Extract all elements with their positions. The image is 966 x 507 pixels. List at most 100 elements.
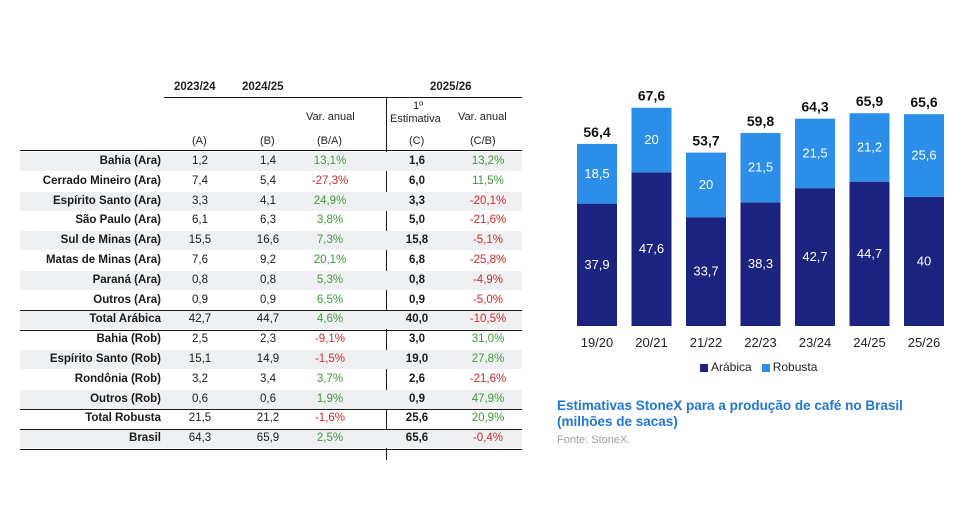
bar-robusta (686, 152, 726, 218)
cell-c: 0,8 (409, 273, 425, 286)
legend-label-arabica: Arábica (711, 360, 752, 374)
cell-c: 6,0 (409, 174, 425, 187)
row-name: Total Arábica (89, 313, 161, 326)
legend-swatch-arabica (700, 363, 708, 372)
bar-arabica (795, 188, 835, 326)
cell-b: 3,4 (260, 372, 276, 385)
row-name: Espírito Santo (Ara) (53, 194, 161, 207)
cell-b: 65,9 (256, 432, 280, 445)
chart-source: Fonte: StoneX. (557, 434, 631, 446)
row-name: Brasil (129, 432, 161, 445)
row-separator (20, 429, 522, 431)
cell-a: 7,4 (192, 174, 208, 187)
cell-a: 0,8 (192, 273, 208, 286)
row-name: Bahia (Rob) (96, 333, 161, 346)
cell-cb: 47,9% (471, 392, 505, 405)
table-row: Bahia (Rob) 2,5 2,3 -9,1% 3,0 31,0% (20, 330, 522, 349)
cell-a: 3,2 (192, 372, 208, 385)
cell-c: 5,0 (409, 214, 425, 227)
cell-ba: 3,8% (316, 214, 344, 227)
header-underline-left (164, 97, 386, 98)
cell-c: 0,9 (409, 293, 425, 306)
header-2023-24: 2023/24 (174, 81, 216, 93)
cell-ba: -1,5% (314, 353, 346, 365)
data-label-arabica: 37,9 (584, 257, 609, 272)
row-name: Rondônia (Rob) (74, 372, 161, 385)
cell-a: 0,6 (192, 392, 208, 405)
col-letter-c: (C) (409, 135, 425, 147)
table-row: Cerrado Mineiro (Ara) 7,4 5,4 -27,3% 6,0 11,5… (20, 172, 522, 191)
cell-a: 3,3 (192, 194, 208, 207)
data-label-arabica: 42,7 (802, 249, 827, 264)
row-name: Outros (Ara) (93, 293, 161, 306)
table-row: Total Robusta 21,5 21,2 -1,6% 25,6 20,9% (20, 409, 522, 428)
bar-arabica (849, 181, 890, 326)
bar-arabica (631, 172, 672, 326)
header-2025-26: 2025/26 (430, 81, 472, 93)
col-letter-b: (B) (260, 135, 275, 147)
cell-cb: -5,0% (472, 293, 504, 306)
data-label-robusta: 20 (644, 132, 658, 147)
cell-ba: 2,5% (316, 432, 344, 445)
cell-a: 15,5 (188, 234, 212, 247)
data-label-arabica: 44,7 (857, 246, 882, 261)
data-label-robusta: 25,6 (911, 148, 936, 163)
row-name: Cerrado Mineiro (Ara) (42, 174, 161, 187)
bar-robusta (740, 132, 781, 203)
cell-b: 0,8 (260, 273, 276, 286)
cell-a: 2,5 (192, 333, 208, 346)
legend-swatch-robusta (761, 363, 770, 372)
col-letter-a: (A) (192, 135, 207, 147)
row-name: Matas de Minas (Ara) (45, 254, 161, 266)
data-label-robusta: 21,5 (748, 160, 773, 175)
var-anual-label-ba: Var. anual (306, 111, 355, 123)
bar-robusta (849, 113, 890, 182)
cell-b: 21,2 (256, 412, 280, 425)
bar-arabica (740, 202, 781, 326)
cell-ba: 3,7% (316, 372, 344, 385)
cell-a: 0,9 (192, 293, 208, 306)
cell-ba: 5,3% (316, 273, 344, 286)
data-label-total: 59,8 (747, 113, 774, 129)
x-tick-label: 19/20 (581, 335, 614, 350)
estimativa-label-2: Estimativa (390, 113, 441, 125)
estimativa-label-1: 1º (413, 100, 424, 112)
cell-cb: -0,4% (472, 432, 504, 445)
bar-arabica (577, 203, 617, 326)
bar-robusta (631, 107, 672, 173)
table-row: Outros (Ara) 0,9 0,9 6,5% 0,9 -5,0% (20, 291, 522, 310)
cell-a: 21,5 (188, 412, 212, 425)
cell-b: 0,9 (260, 293, 276, 306)
cell-cb: -25,8% (469, 254, 507, 266)
bar-arabica (686, 217, 726, 326)
cell-b: 14,9 (256, 353, 280, 365)
row-name: Total Robusta (85, 412, 161, 425)
row-name: São Paulo (Ara) (75, 214, 161, 227)
table-row: São Paulo (Ara) 6,1 6,3 3,8% 5,0 -21,6% (20, 211, 522, 230)
data-label-robusta: 20 (699, 177, 713, 192)
x-tick-label: 24/25 (853, 335, 886, 350)
cell-c: 6,8 (409, 254, 425, 266)
cell-c: 19,0 (405, 353, 429, 365)
cell-a: 42,7 (188, 313, 212, 326)
cell-c: 3,3 (409, 194, 425, 207)
chart-caption: Estimativas StoneX para a produção de ca… (557, 398, 903, 429)
cell-cb: -10,5% (469, 313, 507, 326)
row-separator (20, 449, 522, 450)
x-tick-label: 25/26 (908, 335, 941, 350)
row-name: Bahia (Ara) (99, 155, 161, 167)
cell-a: 7,6 (192, 254, 208, 266)
data-label-arabica: 47,6 (639, 241, 664, 256)
data-label-total: 56,4 (583, 124, 610, 140)
table-row: Total Arábica 42,7 44,7 4,6% 40,0 -10,5% (20, 310, 522, 330)
row-separator (20, 409, 522, 411)
cell-c: 0,9 (409, 392, 425, 405)
cell-ba: 1,9% (316, 392, 344, 405)
bar-arabica (904, 196, 944, 326)
cell-cb: 20,9% (471, 412, 505, 425)
x-tick-label: 20/21 (635, 335, 668, 350)
data-label-total: 64,3 (801, 99, 828, 115)
cell-ba: 20,1% (313, 254, 347, 266)
chart-legend: Arábica Robusta (700, 360, 817, 374)
header-bottom-line (20, 150, 522, 151)
